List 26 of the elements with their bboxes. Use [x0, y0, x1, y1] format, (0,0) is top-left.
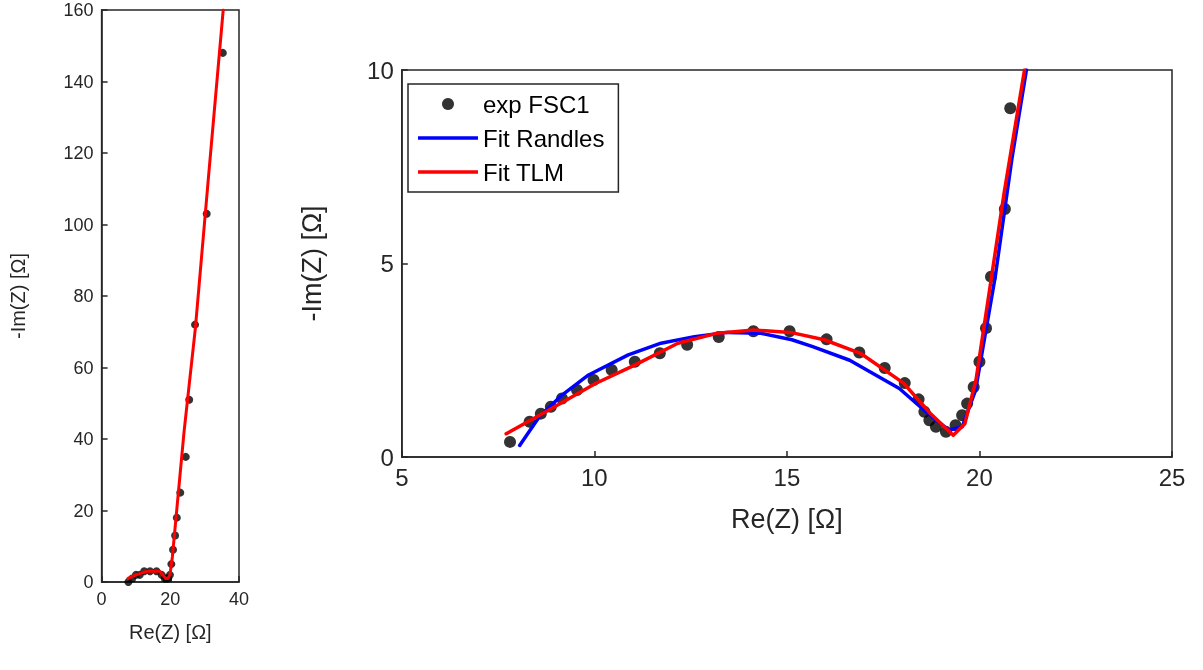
- y-tick-label: 140: [63, 71, 94, 92]
- x-tick-label: 0: [96, 589, 107, 609]
- y-tick-label: 0: [83, 572, 94, 592]
- x-tick-label: 40: [228, 589, 250, 609]
- x-tick-label: 20: [160, 589, 181, 609]
- y-tick-label: 20: [73, 500, 94, 521]
- y-tick-label: 40: [73, 429, 94, 449]
- x-axis-title: Re(Z) [Ω]: [731, 503, 843, 534]
- x-tick-label: 20: [966, 463, 993, 491]
- y-tick-label: 5: [380, 250, 394, 277]
- legend-label: Fit TLM: [483, 158, 564, 186]
- legend-label: exp FSC1: [483, 90, 590, 118]
- x-tick-label: 10: [581, 463, 608, 491]
- y-tick-label: 120: [63, 143, 94, 163]
- x-tick-label: 15: [773, 463, 801, 491]
- legend-label: Fit Randles: [483, 124, 605, 152]
- y-axis-title: -Im(Z) [Ω]: [296, 205, 327, 322]
- y-tick-label: 0: [380, 443, 394, 471]
- y-axis-title: -Im(Z) [Ω]: [7, 252, 29, 340]
- y-tick-label: 10: [367, 56, 394, 84]
- x-tick-label: 25: [1158, 463, 1186, 491]
- y-tick-label: 160: [63, 0, 94, 20]
- x-axis-title: Re(Z) [Ω]: [128, 621, 212, 643]
- y-tick-label: 80: [73, 286, 94, 306]
- y-tick-label: 100: [63, 214, 94, 235]
- y-tick-label: 60: [73, 357, 94, 378]
